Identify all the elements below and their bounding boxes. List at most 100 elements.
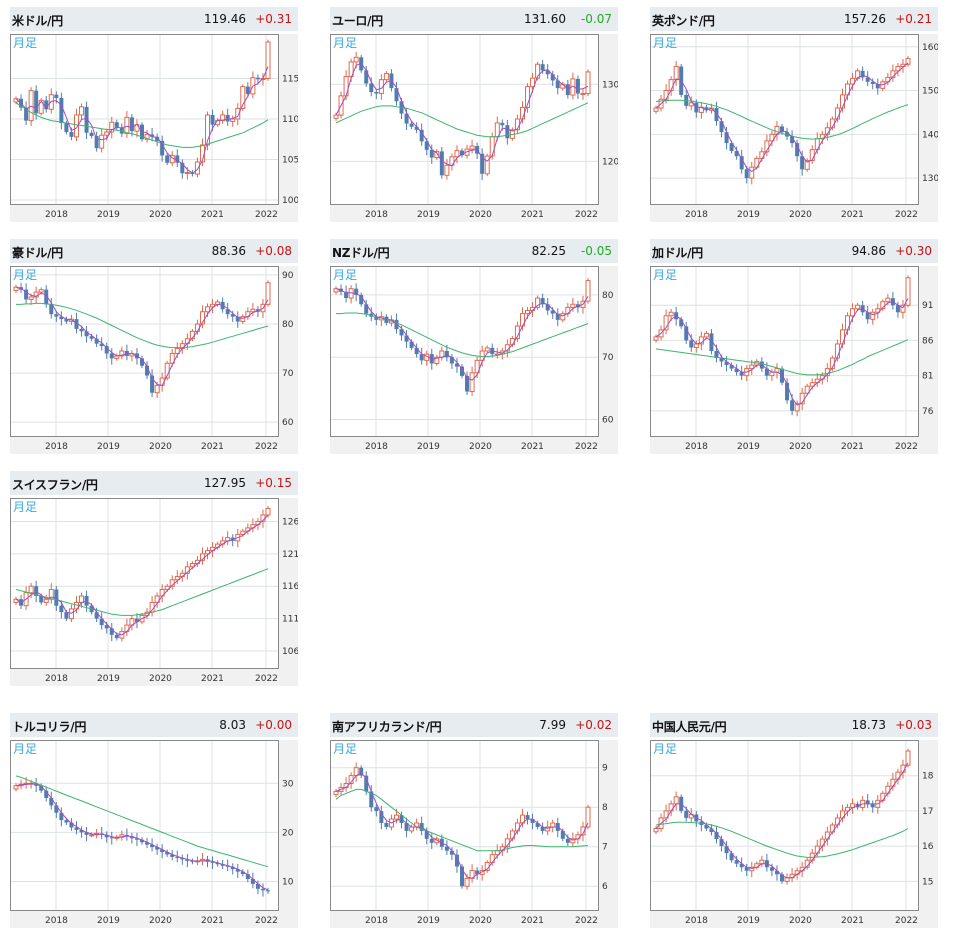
- candle-body: [374, 92, 379, 94]
- candle-body: [739, 863, 744, 868]
- candle-body: [265, 507, 271, 516]
- candle-body: [235, 316, 240, 322]
- chart-panel[interactable]: ユーロ/円 131.60 -0.07 130 120 2018 2019 2020 2021 20…: [330, 7, 618, 222]
- candle-body: [175, 155, 180, 163]
- x-tick-label: 2018: [45, 916, 68, 926]
- x-tick-label: 2019: [417, 916, 440, 926]
- chart-panel[interactable]: NZドル/円 82.25 -0.05 80 70 60 2018 2019 2020 2021 20…: [330, 239, 618, 454]
- period-label: 月足: [653, 742, 677, 756]
- candle-body: [364, 304, 369, 314]
- candle-body: [535, 63, 541, 79]
- candle-body: [663, 90, 669, 100]
- candle-body: [860, 70, 865, 78]
- change-value: +0.30: [895, 244, 932, 258]
- candle-body: [900, 304, 906, 313]
- x-tick-label: 2022: [255, 442, 278, 452]
- pair-name[interactable]: 中国人民元/円: [652, 720, 727, 734]
- candle-body: [829, 824, 835, 833]
- candle-body: [895, 305, 900, 313]
- candle-body: [845, 806, 851, 812]
- candle-body: [663, 810, 669, 819]
- chart-panel[interactable]: 南アフリカランド/円 7.99 +0.02 9 8 7 6 2018 2019 2020 2021 2…: [330, 713, 618, 928]
- pair-name[interactable]: 米ドル/円: [12, 14, 63, 28]
- candle-body: [165, 155, 170, 163]
- long-moving-average-line: [335, 788, 589, 852]
- candle-body: [230, 118, 236, 122]
- candle-body: [774, 870, 779, 875]
- chart-header: 英ポンド/円 157.26 +0.21: [650, 7, 938, 31]
- candle-body: [155, 136, 160, 141]
- candle-body: [870, 311, 876, 320]
- candle-body: [160, 140, 165, 156]
- candle-body: [525, 310, 531, 315]
- chart-panel[interactable]: スイスフラン/円 127.95 +0.15 126 121 116 111 106 2018 20…: [10, 471, 298, 686]
- candle-body: [379, 811, 384, 824]
- y-tick-label: 100: [282, 196, 298, 206]
- candle-body: [189, 563, 195, 568]
- candle-body: [364, 70, 369, 84]
- candlestick-chart: 90 80 70 60 2018 2019 2020 2021 2022 月足: [10, 266, 298, 454]
- change-value: -0.05: [580, 244, 612, 258]
- y-tick-label: 105: [282, 156, 298, 166]
- candle-body: [265, 41, 271, 80]
- plot-area: [650, 34, 919, 205]
- pair-name[interactable]: スイスフラン/円: [12, 478, 98, 492]
- candle-body: [550, 74, 555, 81]
- candle-body: [749, 166, 755, 179]
- candle-body: [780, 126, 784, 133]
- candle-body: [729, 365, 734, 369]
- candle-body: [764, 368, 769, 376]
- candle-body: [540, 64, 545, 71]
- pair-name[interactable]: トルコリラ/円: [12, 720, 87, 734]
- short-moving-average-line: [655, 298, 909, 406]
- chart-panel[interactable]: 豪ドル/円 88.36 +0.08 90 80 70 60 2018 2019 2020 2021 2…: [10, 239, 298, 454]
- chart-panel[interactable]: トルコリラ/円 8.03 +0.00 30 20 10 2018 2019 2020 2021 20…: [10, 713, 298, 928]
- chart-panel[interactable]: 加ドル/円 94.86 +0.30 91 86 81 76 2018 2019 2020 2021 2…: [650, 239, 938, 454]
- candle-body: [59, 316, 64, 320]
- candle-body: [250, 308, 256, 313]
- y-tick-label: 120: [602, 157, 618, 167]
- candle-body: [260, 888, 265, 891]
- candle-body: [560, 830, 565, 839]
- chart-panel[interactable]: 英ポンド/円 157.26 +0.21 160 150 140 130 2018 2019 202…: [650, 7, 938, 222]
- pair-name[interactable]: 南アフリカランド/円: [332, 720, 442, 734]
- chart-panel[interactable]: 中国人民元/円 18.73 +0.03 18 17 16 15 2018 2019 2020 202…: [650, 713, 938, 928]
- candle-body: [39, 785, 44, 791]
- price-value: 127.95: [204, 476, 246, 490]
- x-tick-label: 2020: [469, 442, 492, 452]
- candle-body: [154, 595, 160, 603]
- x-tick-label: 2020: [149, 210, 172, 220]
- chart-header: トルコリラ/円 8.03 +0.00: [10, 713, 298, 737]
- candle-body: [114, 122, 119, 128]
- y-tick-label: 70: [602, 353, 614, 363]
- candle-body: [749, 866, 755, 872]
- candle-body: [84, 331, 89, 337]
- pair-name[interactable]: NZドル/円: [332, 246, 390, 260]
- x-tick-label: 2021: [841, 442, 864, 452]
- pair-name[interactable]: 豪ドル/円: [12, 246, 63, 260]
- x-tick-label: 2021: [521, 442, 544, 452]
- candle-body: [724, 361, 729, 366]
- candle-body: [129, 836, 134, 839]
- candle-body: [673, 796, 679, 805]
- candle-body: [104, 346, 109, 354]
- short-moving-average-line: [655, 762, 909, 879]
- candle-body: [739, 156, 744, 170]
- candle-body: [444, 846, 449, 851]
- pair-name[interactable]: ユーロ/円: [332, 14, 383, 28]
- candle-body: [704, 825, 709, 829]
- candle-body: [64, 123, 69, 132]
- candle-body: [865, 800, 870, 804]
- candle-body: [475, 870, 480, 875]
- candle-body: [364, 775, 369, 792]
- candle-body: [555, 80, 560, 89]
- pair-name[interactable]: 英ポンド/円: [652, 14, 715, 28]
- candle-body: [34, 90, 39, 114]
- y-tick-label: 17: [922, 807, 933, 817]
- chart-panel[interactable]: 米ドル/円 119.46 +0.31 115 110 105 100 2018 2019 2020…: [10, 7, 298, 222]
- pair-name[interactable]: 加ドル/円: [652, 246, 703, 260]
- candle-body: [109, 628, 114, 635]
- x-tick-label: 2020: [149, 674, 172, 684]
- candle-body: [374, 807, 379, 812]
- candle-body: [99, 134, 105, 149]
